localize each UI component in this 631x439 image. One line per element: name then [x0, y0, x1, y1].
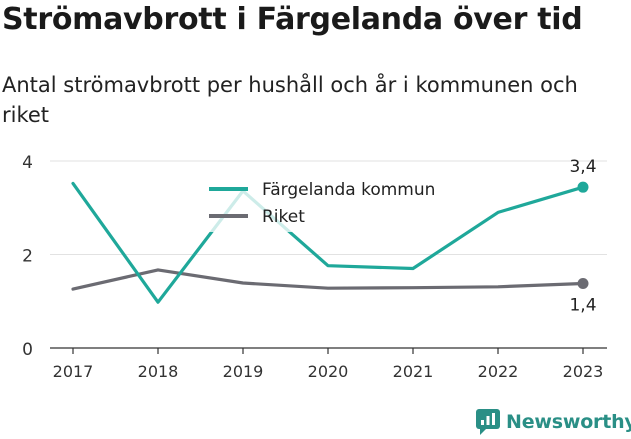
x-tick-label: 2018 — [138, 362, 179, 381]
x-tick-label: 2017 — [53, 362, 94, 381]
series-line-riket — [71, 268, 585, 291]
x-tick-label: 2022 — [478, 362, 519, 381]
end-point-färgelanda-kommun — [577, 181, 589, 193]
x-tick-label: 2021 — [393, 362, 434, 381]
x-tick-label: 2020 — [308, 362, 349, 381]
newsworthy-logo-icon — [476, 409, 500, 435]
y-gridlines — [50, 160, 607, 255]
line-chart: 024 2017 2018 2019 2020 2021 2022 2023 1,43,4 … — [22, 153, 607, 381]
end-value-label: 1,4 — [569, 295, 596, 315]
chart-title: Strömavbrott i Färgelanda över tid — [2, 2, 583, 37]
chart-subtitle: Antal strömavbrott per hushåll och år i … — [2, 73, 578, 127]
brand-name: Newsworthy — [506, 411, 631, 433]
end-point-riket — [577, 277, 589, 289]
y-tick-label: 4 — [22, 153, 33, 173]
legend-label: Färgelanda kommun — [262, 180, 435, 200]
x-axis: 2017 2018 2019 2020 2021 2022 2023 — [50, 347, 607, 381]
legend: Färgelanda kommun Riket — [200, 172, 462, 232]
y-tick-label: 2 — [22, 247, 33, 267]
x-tick-label: 2019 — [223, 362, 264, 381]
series-end-points: 1,4 3,4 — [569, 157, 596, 315]
legend-label: Riket — [262, 207, 305, 227]
series-line-färgelanda-kommun — [71, 181, 585, 304]
y-tick-label: 0 — [22, 340, 33, 360]
end-value-label: 3,4 — [569, 157, 596, 177]
legend-background — [200, 172, 462, 232]
brand-logo: Newsworthy — [476, 408, 631, 436]
series-lines — [71, 181, 585, 304]
y-tick-labels: 0 2 4 — [22, 153, 33, 360]
x-tick-label: 2023 — [563, 362, 604, 381]
